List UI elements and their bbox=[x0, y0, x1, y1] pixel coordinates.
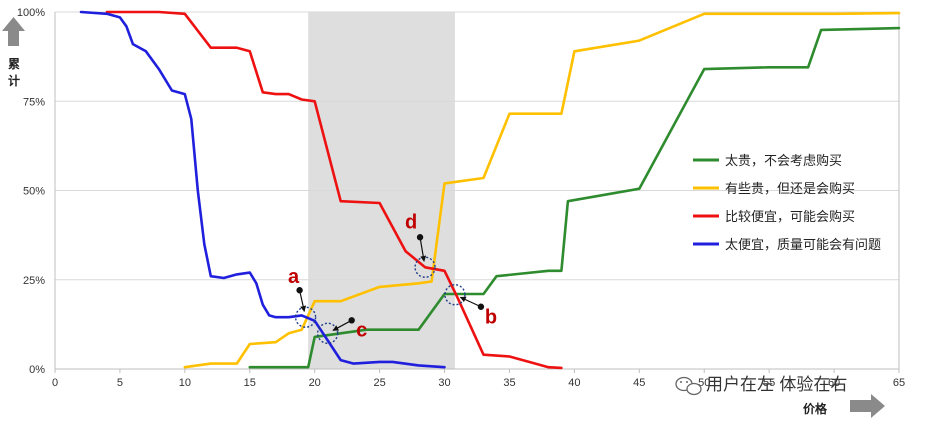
x-tick-label: 40 bbox=[568, 377, 580, 389]
x-axis-arrow-icon bbox=[850, 394, 885, 418]
legend: 太贵，不会考虑购买有些贵，但还是会购买比较便宜，可能会购买太便宜，质量可能会有问… bbox=[693, 153, 881, 253]
annotation-label: c bbox=[356, 319, 367, 341]
annotation-label: d bbox=[405, 211, 417, 233]
x-tick-label: 20 bbox=[309, 377, 321, 389]
x-tick-label: 30 bbox=[438, 377, 450, 389]
legend-label: 比较便宜，可能会购买 bbox=[725, 209, 855, 225]
y-axis-arrow-icon bbox=[2, 17, 25, 46]
x-tick-label: 25 bbox=[373, 377, 385, 389]
legend-label: 有些贵，但还是会购买 bbox=[725, 181, 855, 197]
x-tick-label: 45 bbox=[633, 377, 645, 389]
x-tick-label: 10 bbox=[179, 377, 191, 389]
x-tick-label: 5 bbox=[117, 377, 123, 389]
x-tick-label: 0 bbox=[52, 377, 58, 389]
annotation-dot bbox=[348, 317, 354, 323]
legend-label: 太便宜，质量可能会有问题 bbox=[725, 238, 881, 253]
annotation-dot bbox=[417, 234, 423, 240]
x-tick-label: 65 bbox=[893, 377, 905, 389]
watermark-text: 用户在左 体验在右 bbox=[706, 375, 847, 395]
annotation-label: b bbox=[485, 307, 497, 329]
x-tick-label: 15 bbox=[244, 377, 256, 389]
y-axis-title-1: 累 bbox=[8, 57, 20, 71]
y-axis-ticks: 0% 25% 50% 75% 100% bbox=[17, 7, 45, 376]
y-tick-label: 50% bbox=[23, 186, 45, 198]
x-axis-title: 价格 bbox=[803, 401, 828, 416]
y-tick-label: 0% bbox=[29, 364, 45, 376]
x-tick-label: 35 bbox=[503, 377, 515, 389]
y-tick-label: 75% bbox=[23, 96, 45, 108]
annotation-dot bbox=[478, 304, 484, 310]
annotation-leader bbox=[460, 297, 481, 306]
y-tick-label: 25% bbox=[23, 275, 45, 287]
y-axis-title-2: 计 bbox=[8, 73, 20, 88]
legend-label: 太贵，不会考虑购买 bbox=[725, 153, 842, 169]
annotation-label: a bbox=[288, 266, 300, 288]
y-tick-label: 100% bbox=[17, 7, 45, 19]
